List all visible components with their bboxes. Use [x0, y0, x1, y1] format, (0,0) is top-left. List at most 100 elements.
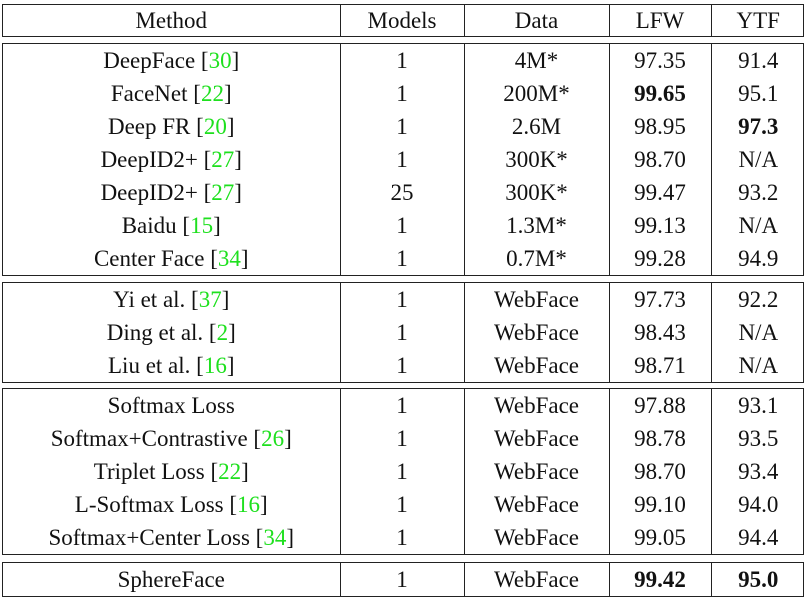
models-cell: 1: [339, 316, 464, 349]
table-row: Liu et al. [16] 1 WebFace 98.71 N/A: [3, 349, 805, 382]
ytf-cell: 94.0: [710, 488, 805, 521]
citation-link[interactable]: 22: [218, 459, 242, 484]
table-group: SphereFace 1 WebFace 99.42 95.0: [2, 562, 805, 597]
table-row: DeepID2+ [27] 1 300K* 98.70 N/A: [3, 143, 805, 176]
models-value: 1: [396, 81, 408, 106]
models-value: 1: [396, 246, 408, 271]
method-name: Baidu: [121, 213, 177, 238]
method-cell: Triplet Loss [22]: [93, 459, 249, 484]
citation-link[interactable]: 30: [208, 48, 232, 73]
lfw-value: 98.43: [634, 320, 686, 345]
data-value: WebFace: [494, 320, 579, 345]
models-cell: 25: [339, 176, 464, 209]
column-header: Method: [135, 8, 208, 33]
lfw-value: 98.71: [634, 353, 686, 378]
method-cell: Liu et al. [16]: [108, 353, 235, 378]
data-cell: 0.7M*: [463, 242, 609, 275]
lfw-cell: 99.10: [608, 488, 711, 521]
data-value: WebFace: [494, 287, 579, 312]
data-value: WebFace: [494, 525, 579, 550]
models-value: 1: [396, 459, 408, 484]
column-header: YTF: [710, 5, 805, 36]
lfw-cell: 99.28: [608, 242, 711, 275]
citation-link[interactable]: 27: [211, 147, 235, 172]
data-value: 300K*: [505, 147, 568, 172]
table-row: DeepFace [30] 1 4M* 97.35 91.4: [3, 44, 805, 77]
data-value: 1.3M*: [506, 213, 567, 238]
method-name: Deep FR: [107, 114, 191, 139]
citation-link[interactable]: 16: [203, 353, 227, 378]
models-value: 1: [396, 320, 408, 345]
ytf-cell: 91.4: [710, 44, 805, 77]
method-name: Yi et al.: [113, 287, 186, 312]
models-value: 1: [396, 147, 408, 172]
citation-link[interactable]: 20: [203, 114, 227, 139]
method-cell: DeepID2+ [27]: [100, 180, 242, 205]
table-row: Softmax Loss 1 WebFace 97.88 93.1: [3, 389, 805, 422]
table-group: Yi et al. [37] 1 WebFace 97.73 92.2 Ding et a…: [2, 282, 805, 383]
citation-link[interactable]: 22: [200, 81, 224, 106]
models-value: 1: [396, 492, 408, 517]
best-value: 97.3: [738, 114, 779, 139]
lfw-value: 99.13: [634, 213, 686, 238]
models-cell: 1: [339, 422, 464, 455]
table-row: Center Face [34] 1 0.7M* 99.28 94.9: [3, 242, 805, 275]
ytf-value: 91.4: [738, 48, 779, 73]
data-cell: WebFace: [463, 521, 609, 554]
method-name: Triplet Loss: [93, 459, 205, 484]
models-value: 1: [396, 48, 408, 73]
citation-link[interactable]: 34: [217, 246, 241, 271]
ytf-cell: N/A: [710, 316, 805, 349]
models-value: 1: [396, 393, 408, 418]
ytf-value: 95.1: [738, 81, 779, 106]
method-cell: Deep FR [20]: [107, 114, 235, 139]
lfw-value: 97.88: [634, 393, 686, 418]
citation-link[interactable]: 2: [216, 320, 229, 345]
lfw-cell: 99.42: [608, 563, 711, 596]
data-cell: 2.6M: [463, 110, 609, 143]
ytf-cell: 93.1: [710, 389, 805, 422]
column-header: Models: [339, 5, 464, 36]
data-value: 200M*: [503, 81, 570, 106]
column-header: LFW: [608, 5, 711, 36]
lfw-cell: 99.47: [608, 176, 711, 209]
ytf-cell: N/A: [710, 143, 805, 176]
table-group: Softmax Loss 1 WebFace 97.88 93.1 Softmax+Con…: [2, 388, 805, 555]
method-cell: FaceNet [22]: [110, 81, 232, 106]
models-value: 1: [396, 287, 408, 312]
models-cell: 1: [339, 110, 464, 143]
lfw-cell: 98.71: [608, 349, 711, 382]
table-row: Softmax+Contrastive [26] 1 WebFace 98.78 93.…: [3, 422, 805, 455]
lfw-cell: 99.13: [608, 209, 711, 242]
ytf-cell: 95.1: [710, 77, 805, 110]
ytf-cell: 94.9: [710, 242, 805, 275]
citation-link[interactable]: 26: [261, 426, 285, 451]
citation-link[interactable]: 34: [263, 525, 287, 550]
models-value: 1: [396, 114, 408, 139]
method-name: L-Softmax Loss: [74, 492, 224, 517]
models-cell: 1: [339, 455, 464, 488]
ytf-value: N/A: [738, 147, 779, 172]
ytf-value: N/A: [738, 320, 779, 345]
method-cell: Softmax+Center Loss [34]: [48, 525, 294, 550]
data-cell: WebFace: [463, 389, 609, 422]
lfw-value: 98.70: [634, 147, 686, 172]
citation-link[interactable]: 16: [237, 492, 261, 517]
table-header: Method Models Data LFW YTF: [2, 4, 805, 37]
ytf-value: N/A: [738, 353, 779, 378]
ytf-cell: 92.2: [710, 283, 805, 316]
citation-link[interactable]: 27: [211, 180, 235, 205]
column-header: Data: [463, 5, 609, 36]
citation-link[interactable]: 37: [198, 287, 222, 312]
ytf-value: 93.2: [738, 180, 779, 205]
ytf-value: 94.9: [738, 246, 779, 271]
best-value: 99.65: [634, 81, 686, 106]
table-group: DeepFace [30] 1 4M* 97.35 91.4 FaceNet [22] 1 2…: [2, 43, 805, 276]
ytf-value: 93.5: [738, 426, 779, 451]
data-cell: WebFace: [463, 488, 609, 521]
models-value: 1: [396, 426, 408, 451]
citation-link[interactable]: 15: [190, 213, 214, 238]
ytf-value: 93.1: [738, 393, 779, 418]
lfw-value: 98.70: [634, 459, 686, 484]
models-cell: 1: [339, 563, 464, 596]
